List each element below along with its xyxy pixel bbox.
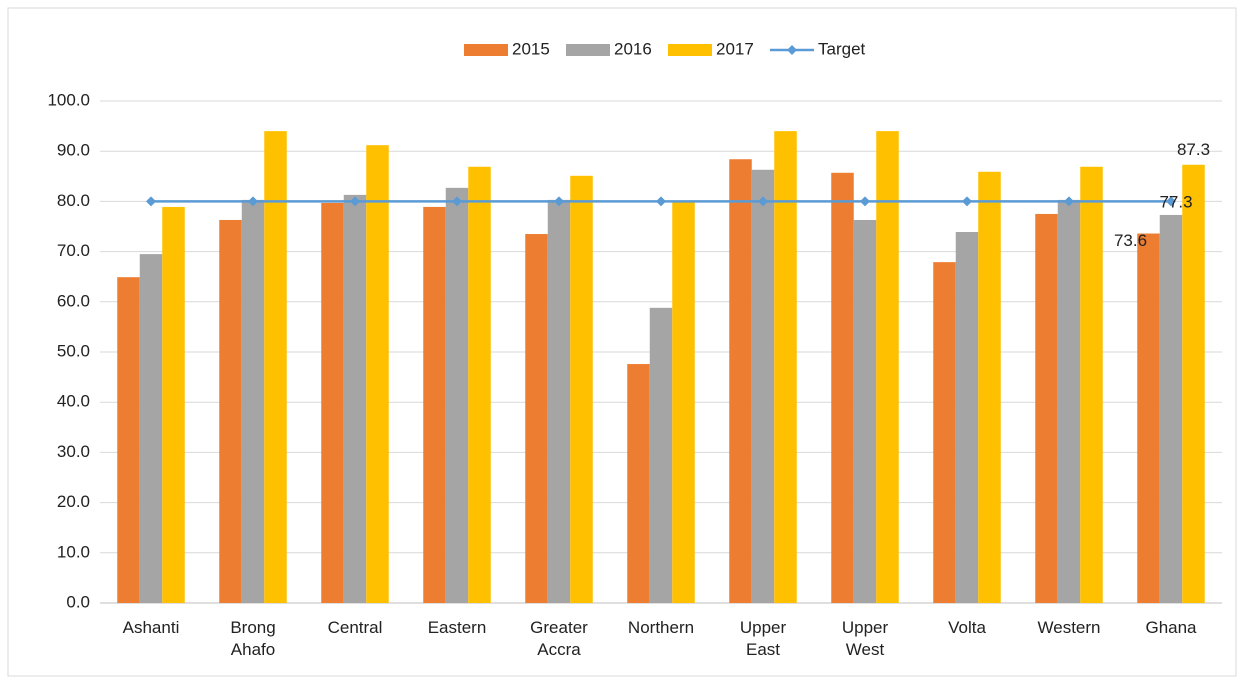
bar bbox=[1182, 164, 1205, 603]
legend-label: 2015 bbox=[512, 39, 550, 58]
y-tick-label: 40.0 bbox=[57, 392, 90, 411]
bar bbox=[241, 199, 265, 604]
x-tick-label: Central bbox=[327, 618, 383, 637]
y-tick-label: 10.0 bbox=[57, 542, 90, 561]
bar bbox=[774, 131, 797, 603]
target-marker bbox=[452, 196, 462, 207]
target-marker bbox=[656, 196, 666, 207]
bar bbox=[1080, 166, 1103, 603]
bar bbox=[117, 277, 140, 603]
legend-label: Target bbox=[818, 39, 866, 58]
data-label: 87.3 bbox=[1177, 140, 1210, 159]
legend-swatch bbox=[464, 44, 508, 56]
y-tick-label: 80.0 bbox=[57, 191, 90, 210]
x-tick-label: Greater Accra bbox=[530, 618, 588, 659]
target-marker bbox=[146, 196, 156, 207]
bar bbox=[955, 232, 979, 603]
data-label: 73.6 bbox=[1114, 231, 1147, 250]
x-tick-label: Ghana bbox=[1145, 618, 1197, 637]
bar bbox=[1035, 213, 1058, 603]
legend-swatch bbox=[566, 44, 610, 56]
bar bbox=[933, 262, 956, 603]
bar bbox=[729, 159, 752, 603]
y-tick-label: 60.0 bbox=[57, 291, 90, 310]
bar bbox=[321, 202, 344, 603]
bar bbox=[876, 131, 899, 603]
bar bbox=[672, 201, 695, 604]
legend-label: 2017 bbox=[716, 39, 754, 58]
bar bbox=[649, 307, 673, 603]
bar bbox=[1159, 214, 1183, 604]
bar bbox=[853, 219, 877, 603]
legend-swatch bbox=[787, 45, 797, 55]
y-tick-label: 90.0 bbox=[57, 141, 90, 160]
bar bbox=[445, 187, 469, 603]
bar bbox=[219, 219, 242, 603]
bar bbox=[831, 172, 854, 603]
target-marker bbox=[860, 196, 870, 207]
bar bbox=[264, 131, 287, 603]
x-tick-label: Western bbox=[1037, 618, 1101, 637]
target-marker bbox=[1064, 196, 1074, 207]
bar bbox=[547, 199, 571, 604]
x-tick-label: Eastern bbox=[427, 618, 487, 637]
x-tick-label: Upper East bbox=[739, 618, 787, 659]
bar bbox=[627, 364, 650, 603]
bar bbox=[1057, 199, 1081, 604]
y-tick-label: 0.0 bbox=[66, 592, 90, 611]
target-marker bbox=[962, 196, 972, 207]
x-tick-label: Brong Ahafo bbox=[230, 618, 276, 659]
y-tick-label: 50.0 bbox=[57, 341, 90, 360]
y-tick-label: 30.0 bbox=[57, 442, 90, 461]
legend-swatch bbox=[668, 44, 712, 56]
bar bbox=[751, 169, 775, 604]
target-marker bbox=[554, 196, 564, 207]
target-marker bbox=[350, 196, 360, 207]
bar bbox=[139, 254, 163, 604]
bar bbox=[468, 166, 491, 603]
x-tick-label: Ashanti bbox=[122, 618, 180, 637]
x-tick-label: Volta bbox=[948, 618, 986, 637]
bar bbox=[1137, 233, 1160, 603]
x-tick-label: Upper West bbox=[841, 618, 889, 659]
target-marker bbox=[1166, 196, 1176, 207]
y-tick-label: 20.0 bbox=[57, 492, 90, 511]
bar bbox=[423, 206, 446, 603]
bar bbox=[343, 194, 367, 603]
x-tick-label: Northern bbox=[627, 618, 695, 637]
bar bbox=[525, 234, 548, 603]
bar bbox=[366, 145, 389, 603]
bar bbox=[978, 171, 1001, 604]
target-marker bbox=[248, 196, 258, 207]
y-tick-label: 100.0 bbox=[47, 90, 90, 109]
data-label: 77.3 bbox=[1159, 192, 1192, 211]
legend-label: 2016 bbox=[614, 39, 652, 58]
bar bbox=[570, 175, 593, 603]
chart-border bbox=[7, 7, 1237, 677]
y-tick-label: 70.0 bbox=[57, 241, 90, 260]
target-marker bbox=[758, 196, 768, 207]
bar bbox=[162, 206, 185, 603]
